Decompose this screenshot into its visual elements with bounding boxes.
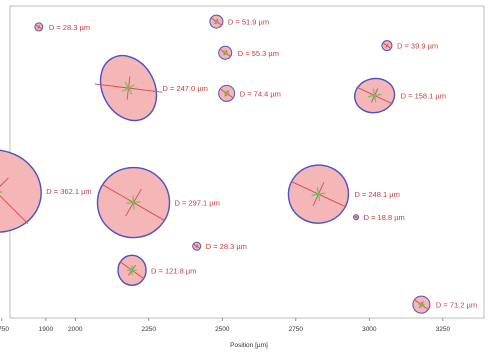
particle bbox=[0, 149, 42, 233]
particle-diameter-label: D = 51.9 µm bbox=[228, 18, 269, 27]
particle-minor-axis bbox=[0, 177, 9, 205]
particle-diameter-label: D = 55.3 µm bbox=[238, 49, 279, 58]
particle-centroid-v bbox=[372, 88, 377, 103]
particle-minor-axis bbox=[37, 25, 41, 29]
particle-minor-axis bbox=[195, 244, 199, 248]
x-tick-label: 1750 bbox=[0, 326, 9, 333]
particle bbox=[287, 164, 350, 224]
particle-diameter-label: D = 28.3 µm bbox=[206, 242, 247, 251]
particle bbox=[218, 45, 233, 60]
particle bbox=[117, 254, 147, 286]
particle-centroid-v bbox=[132, 195, 135, 210]
x-axis-ticks: 1900 1750 2000 2250 2500 2750 3000 3250 bbox=[0, 318, 450, 333]
x-tick-label: 2250 bbox=[142, 326, 157, 333]
particle-minor-axis bbox=[355, 216, 358, 219]
particle bbox=[94, 54, 163, 122]
particle bbox=[34, 22, 44, 32]
particle-centroid-v bbox=[124, 81, 133, 95]
particle bbox=[209, 14, 224, 29]
x-tick-label: 2750 bbox=[289, 326, 304, 333]
particle-diameter-label: D = 248.1 µm bbox=[354, 190, 399, 199]
particle-diameter-label: D = 18.8 µm bbox=[364, 213, 405, 222]
particle-diameter-label: D = 39.9 µm bbox=[397, 42, 438, 51]
particle-diameter-label: D = 362.1 µm bbox=[46, 187, 91, 196]
particle bbox=[381, 40, 393, 52]
particle-diameter-label: D = 74.4 µm bbox=[240, 89, 281, 98]
particle-minor-axis bbox=[385, 43, 389, 48]
particle-diameter-label: D = 121.8 µm bbox=[151, 266, 196, 275]
particle bbox=[412, 295, 431, 314]
particle bbox=[96, 166, 171, 239]
x-tick-label: 2500 bbox=[215, 326, 230, 333]
particle-diameter-label: D = 297.1 µm bbox=[174, 199, 219, 208]
particle-outline bbox=[0, 149, 42, 233]
particle-diameter-label: D = 158.1 µm bbox=[401, 92, 446, 101]
x-tick-label: 1900 bbox=[39, 326, 54, 333]
particle bbox=[192, 241, 202, 251]
particle-diameter-label: D = 71.2 µm bbox=[436, 301, 477, 310]
particle-diameter-label: D = 247.0 µm bbox=[163, 84, 208, 93]
particle-major-axis bbox=[0, 158, 29, 224]
particle bbox=[353, 214, 360, 221]
x-tick-label: 3250 bbox=[436, 326, 451, 333]
x-tick-label: 2000 bbox=[68, 326, 83, 333]
labels-layer: D = 28.3 µm D = 51.9 µm D = 55.3 µm D = 39.… bbox=[46, 18, 477, 310]
plot-area bbox=[9, 5, 485, 319]
particle bbox=[218, 84, 236, 102]
x-axis-label: Position [µm] bbox=[230, 342, 268, 349]
particles-layer bbox=[0, 14, 431, 314]
particle-diameter-label: D = 28.3 µm bbox=[49, 23, 90, 32]
particle-centroid-v bbox=[316, 187, 321, 202]
x-tick-label: 3000 bbox=[362, 326, 377, 333]
particle bbox=[353, 77, 396, 114]
